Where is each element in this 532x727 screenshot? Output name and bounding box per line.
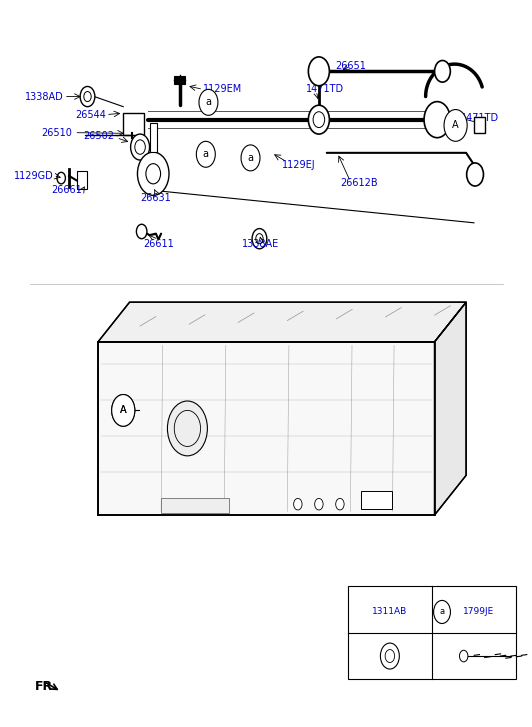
- Text: 1471TD: 1471TD: [461, 113, 499, 123]
- Circle shape: [380, 643, 400, 669]
- Bar: [348, 586, 516, 680]
- Bar: [123, 113, 144, 134]
- Text: 26510: 26510: [41, 128, 72, 137]
- Circle shape: [314, 499, 323, 510]
- Polygon shape: [435, 302, 466, 515]
- Polygon shape: [98, 342, 435, 515]
- Circle shape: [241, 145, 260, 171]
- Circle shape: [424, 102, 451, 137]
- Circle shape: [309, 57, 329, 86]
- Text: 1471TD: 1471TD: [306, 84, 344, 95]
- Circle shape: [136, 224, 147, 238]
- Circle shape: [252, 228, 267, 249]
- Circle shape: [112, 395, 135, 426]
- Circle shape: [434, 601, 451, 624]
- Bar: [161, 499, 229, 513]
- Text: a: a: [247, 153, 254, 163]
- Circle shape: [435, 60, 451, 82]
- Text: 26611: 26611: [143, 239, 174, 249]
- Text: a: a: [203, 149, 209, 159]
- Text: 1129EJ: 1129EJ: [282, 160, 315, 170]
- Circle shape: [294, 499, 302, 510]
- Circle shape: [131, 134, 149, 160]
- Text: FR.: FR.: [35, 680, 58, 694]
- Polygon shape: [98, 302, 466, 342]
- Text: A: A: [452, 121, 459, 130]
- Text: 26612B: 26612B: [340, 178, 378, 188]
- Text: 1311AB: 1311AB: [372, 608, 408, 616]
- Circle shape: [137, 152, 169, 196]
- Circle shape: [80, 87, 95, 107]
- Text: 26502: 26502: [83, 132, 114, 141]
- Circle shape: [444, 110, 467, 141]
- Text: 1338AE: 1338AE: [243, 239, 280, 249]
- Circle shape: [112, 395, 135, 426]
- Bar: [361, 491, 393, 509]
- Circle shape: [196, 141, 215, 167]
- Text: 26661: 26661: [52, 185, 82, 196]
- Text: 26631: 26631: [140, 193, 171, 203]
- Circle shape: [336, 499, 344, 510]
- Circle shape: [309, 105, 329, 134]
- Circle shape: [199, 89, 218, 116]
- Text: 26544: 26544: [75, 110, 106, 120]
- Text: 1129EM: 1129EM: [203, 84, 243, 95]
- Text: 1799JE: 1799JE: [463, 608, 495, 616]
- Circle shape: [57, 172, 65, 184]
- Text: a: a: [205, 97, 211, 108]
- Text: A: A: [120, 406, 127, 415]
- Bar: [474, 117, 485, 132]
- Text: 26651: 26651: [335, 61, 366, 71]
- Circle shape: [460, 650, 468, 662]
- Text: 1338AD: 1338AD: [25, 92, 64, 102]
- Circle shape: [168, 401, 207, 456]
- Text: 1129GD: 1129GD: [14, 171, 53, 181]
- Text: A: A: [120, 406, 127, 415]
- Bar: [77, 171, 87, 189]
- Bar: [149, 124, 157, 152]
- Text: a: a: [439, 608, 445, 616]
- Circle shape: [467, 163, 484, 186]
- Bar: [174, 76, 185, 84]
